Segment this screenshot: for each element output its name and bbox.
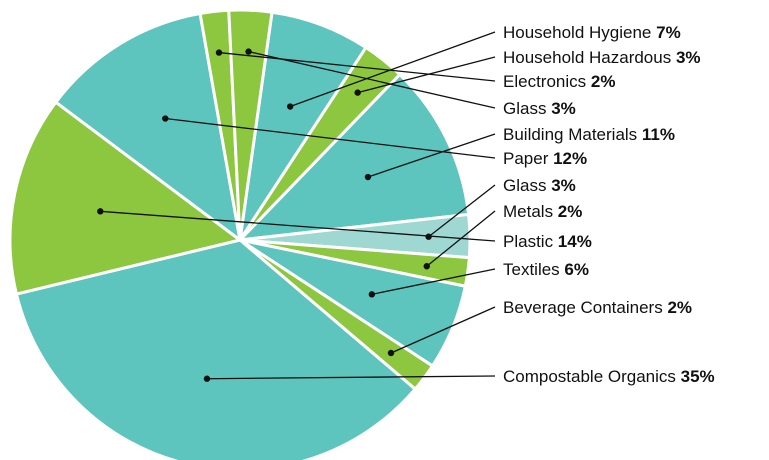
pie-slice-building-materials-2 bbox=[238, 73, 471, 242]
leader-line-building-materials-2 bbox=[367, 133, 496, 178]
slice-label-beverage-containers-6: Beverage Containers 2% bbox=[503, 298, 692, 317]
leader-line-glass-11 bbox=[248, 50, 496, 109]
pie-labels: Household Hygiene 7% Household Hazardous … bbox=[97, 23, 715, 386]
slice-label-glass-11: Glass 3% bbox=[503, 99, 576, 118]
pie-slice-household-hygiene-0 bbox=[238, 10, 368, 242]
pie-slice-glass-11 bbox=[227, 8, 274, 242]
label-dot-beverage-containers-6 bbox=[387, 349, 395, 357]
leader-line-household-hygiene-0 bbox=[289, 31, 496, 108]
slice-label-household-hygiene-0: Household Hygiene 7% bbox=[503, 23, 681, 42]
slice-label-household-hazardous-1: Household Hazardous 3% bbox=[503, 48, 701, 67]
pie-slice-paper-9 bbox=[54, 11, 242, 242]
label-dot-household-hazardous-1 bbox=[354, 89, 361, 96]
leader-line-textiles-5 bbox=[371, 268, 496, 295]
leader-line-glass-3 bbox=[428, 184, 496, 238]
slice-label-plastic-8: Plastic 14% bbox=[503, 232, 592, 251]
leader-line-paper-9 bbox=[165, 117, 496, 159]
slice-label-compostable-organics-7: Compostable Organics 35% bbox=[503, 367, 715, 386]
label-dot-household-hygiene-0 bbox=[286, 103, 294, 110]
pie-slice-compostable-organics-7 bbox=[14, 238, 417, 460]
slice-label-metals-4: Metals 2% bbox=[503, 202, 582, 221]
leader-line-beverage-containers-6 bbox=[390, 306, 496, 354]
slice-label-building-materials-2: Building Materials 11% bbox=[503, 125, 675, 144]
leader-line-household-hazardous-1 bbox=[357, 56, 496, 94]
leader-line-plastic-8 bbox=[100, 210, 496, 242]
slice-label-glass-3: Glass 3% bbox=[503, 176, 576, 195]
pie-slices bbox=[8, 8, 472, 460]
pie-slice-plastic-8 bbox=[8, 100, 242, 296]
leader-line-electronics-10 bbox=[218, 51, 496, 82]
slice-label-textiles-5: Textiles 6% bbox=[503, 260, 589, 279]
leader-line-compostable-organics-7 bbox=[206, 375, 496, 380]
slice-label-electronics-10: Electronics 2% bbox=[503, 72, 615, 91]
label-dot-textiles-5 bbox=[368, 291, 376, 298]
slice-label-paper-9: Paper 12% bbox=[503, 149, 587, 168]
